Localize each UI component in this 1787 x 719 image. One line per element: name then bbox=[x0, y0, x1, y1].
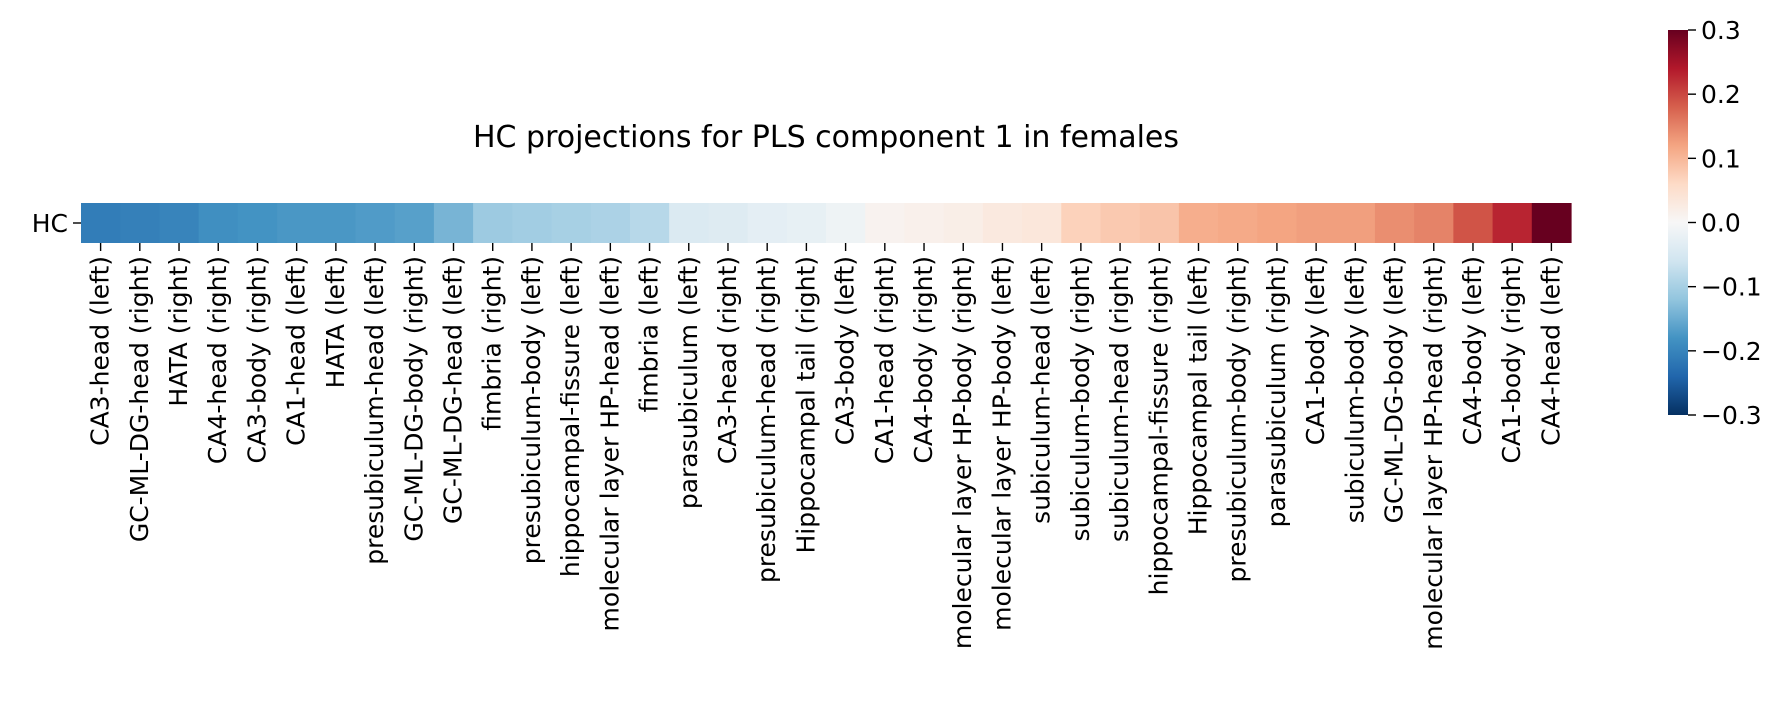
colorbar-tick-label: 0.1 bbox=[1701, 144, 1741, 173]
x-tick-label: hippocampal-fissure (right) bbox=[1144, 256, 1173, 595]
heatmap-cell bbox=[1492, 203, 1533, 243]
heatmap-cell bbox=[159, 203, 200, 243]
x-tick-label: fimbria (left) bbox=[635, 256, 664, 412]
heatmap-cell bbox=[316, 203, 357, 243]
x-tick-label: CA4-head (left) bbox=[1536, 256, 1565, 446]
heatmap-cell bbox=[786, 203, 827, 243]
colorbar-ticks: 0.3 0.2 0.1 0.0 −0.1 −0.2 −0.3 bbox=[1688, 16, 1762, 430]
heatmap-cell bbox=[81, 203, 121, 243]
x-tick-label: molecular layer HP-head (left) bbox=[595, 256, 624, 631]
heatmap-cell bbox=[473, 203, 513, 243]
heatmap-cell bbox=[1296, 203, 1337, 243]
x-tick-label: GC-ML-DG-body (left) bbox=[1380, 256, 1409, 523]
x-tick-label: HATA (right) bbox=[164, 256, 193, 407]
x-tick-label: CA3-body (left) bbox=[831, 256, 860, 445]
heatmap-cell bbox=[826, 203, 866, 243]
x-tick-label: hippocampal-fissure (left) bbox=[556, 256, 585, 577]
x-tick-label: subiculum-head (left) bbox=[1027, 256, 1056, 524]
heatmap-cell bbox=[277, 203, 317, 243]
heatmap-cell bbox=[1218, 203, 1258, 243]
heatmap-cell bbox=[1139, 203, 1180, 243]
x-tick-label: CA3-head (right) bbox=[713, 256, 742, 464]
x-tick-label: subiculum-body (right) bbox=[1066, 256, 1095, 541]
heatmap-cell bbox=[1022, 203, 1062, 243]
colorbar-gradient bbox=[1668, 30, 1688, 415]
chart-title: HC projections for PLS component 1 in fe… bbox=[473, 120, 1179, 155]
x-tick-label: CA1-body (left) bbox=[1301, 256, 1330, 445]
heatmap-cell bbox=[198, 203, 239, 243]
heatmap-cell bbox=[1335, 203, 1376, 243]
heatmap-cell bbox=[1178, 203, 1219, 243]
x-tick-label: parasubiculum (left) bbox=[674, 256, 703, 509]
heatmap-cell bbox=[669, 203, 709, 243]
y-tick-label: HC bbox=[32, 209, 68, 238]
x-tick-label: presubiculum-body (left) bbox=[517, 256, 546, 564]
heatmap-cell bbox=[747, 203, 788, 243]
x-tick-label: CA3-head (left) bbox=[86, 256, 115, 446]
x-tick-label: molecular layer HP-head (right) bbox=[1419, 256, 1448, 650]
heatmap-cell bbox=[629, 203, 670, 243]
heatmap-cell bbox=[551, 203, 592, 243]
x-tick-label: GC-ML-DG-body (right) bbox=[399, 256, 428, 542]
x-tick-label: subiculum-body (left) bbox=[1340, 256, 1369, 523]
x-axis-ticks: CA3-head (left) GC-ML-DG-head (right) HATA… bbox=[86, 243, 1565, 650]
colorbar: 0.3 0.2 0.1 0.0 −0.1 −0.2 −0.3 bbox=[1668, 16, 1762, 430]
colorbar-tick-label: −0.1 bbox=[1701, 273, 1762, 302]
x-tick-label: CA1-head (right) bbox=[870, 256, 899, 464]
x-tick-label: CA4-head (right) bbox=[203, 256, 232, 464]
heatmap-cell bbox=[1531, 203, 1572, 243]
x-tick-label: CA3-body (right) bbox=[242, 256, 271, 464]
heatmap-cells bbox=[81, 203, 1572, 243]
x-tick-label: Hippocampal tail (right) bbox=[791, 256, 820, 554]
heatmap-cell bbox=[120, 203, 161, 243]
x-tick-label: fimbria (right) bbox=[478, 256, 507, 431]
x-tick-label: presubiculum-head (right) bbox=[752, 256, 781, 583]
heatmap-cell bbox=[237, 203, 278, 243]
heatmap-cell bbox=[433, 203, 474, 243]
heatmap-cell bbox=[512, 203, 553, 243]
heatmap-cell bbox=[1100, 203, 1141, 243]
heatmap-cell bbox=[982, 203, 1023, 243]
heatmap-cell bbox=[1257, 203, 1298, 243]
x-tick-label: CA1-body (right) bbox=[1497, 256, 1526, 464]
heatmap-cell bbox=[394, 203, 435, 243]
heatmap-cell bbox=[943, 203, 984, 243]
heatmap-cell bbox=[1414, 203, 1454, 243]
heatmap-cell bbox=[1453, 203, 1494, 243]
x-tick-label: HATA (left) bbox=[321, 256, 350, 388]
x-tick-label: molecular layer HP-body (right) bbox=[948, 256, 977, 649]
heatmap-cell bbox=[708, 203, 749, 243]
heatmap-cell bbox=[865, 203, 906, 243]
heatmap-cell bbox=[590, 203, 631, 243]
colorbar-tick-label: 0.3 bbox=[1701, 16, 1741, 45]
colorbar-tick-label: 0.0 bbox=[1701, 209, 1741, 238]
x-tick-label: presubiculum-head (left) bbox=[360, 256, 389, 565]
row-labels: HC bbox=[32, 209, 81, 238]
x-tick-label: presubiculum-body (right) bbox=[1223, 256, 1252, 582]
x-tick-label: GC-ML-DG-head (left) bbox=[439, 256, 468, 524]
x-tick-label: parasubiculum (right) bbox=[1262, 256, 1291, 527]
x-tick-label: CA4-body (left) bbox=[1458, 256, 1487, 445]
heatmap-cell bbox=[1061, 203, 1102, 243]
colorbar-tick-label: 0.2 bbox=[1701, 80, 1741, 109]
colorbar-tick-label: −0.2 bbox=[1701, 337, 1762, 366]
x-tick-label: GC-ML-DG-head (right) bbox=[125, 256, 154, 542]
heatmap-cell bbox=[1374, 203, 1415, 243]
x-tick-label: molecular layer HP-body (left) bbox=[987, 256, 1016, 631]
heatmap-cell bbox=[355, 203, 396, 243]
heatmap-cell bbox=[904, 203, 945, 243]
colorbar-tick-label: −0.3 bbox=[1701, 401, 1762, 430]
x-tick-label: Hippocampal tail (left) bbox=[1184, 256, 1213, 535]
x-tick-label: CA1-head (left) bbox=[282, 256, 311, 446]
x-tick-label: subiculum-head (right) bbox=[1105, 256, 1134, 542]
x-tick-label: CA4-body (right) bbox=[909, 256, 938, 464]
